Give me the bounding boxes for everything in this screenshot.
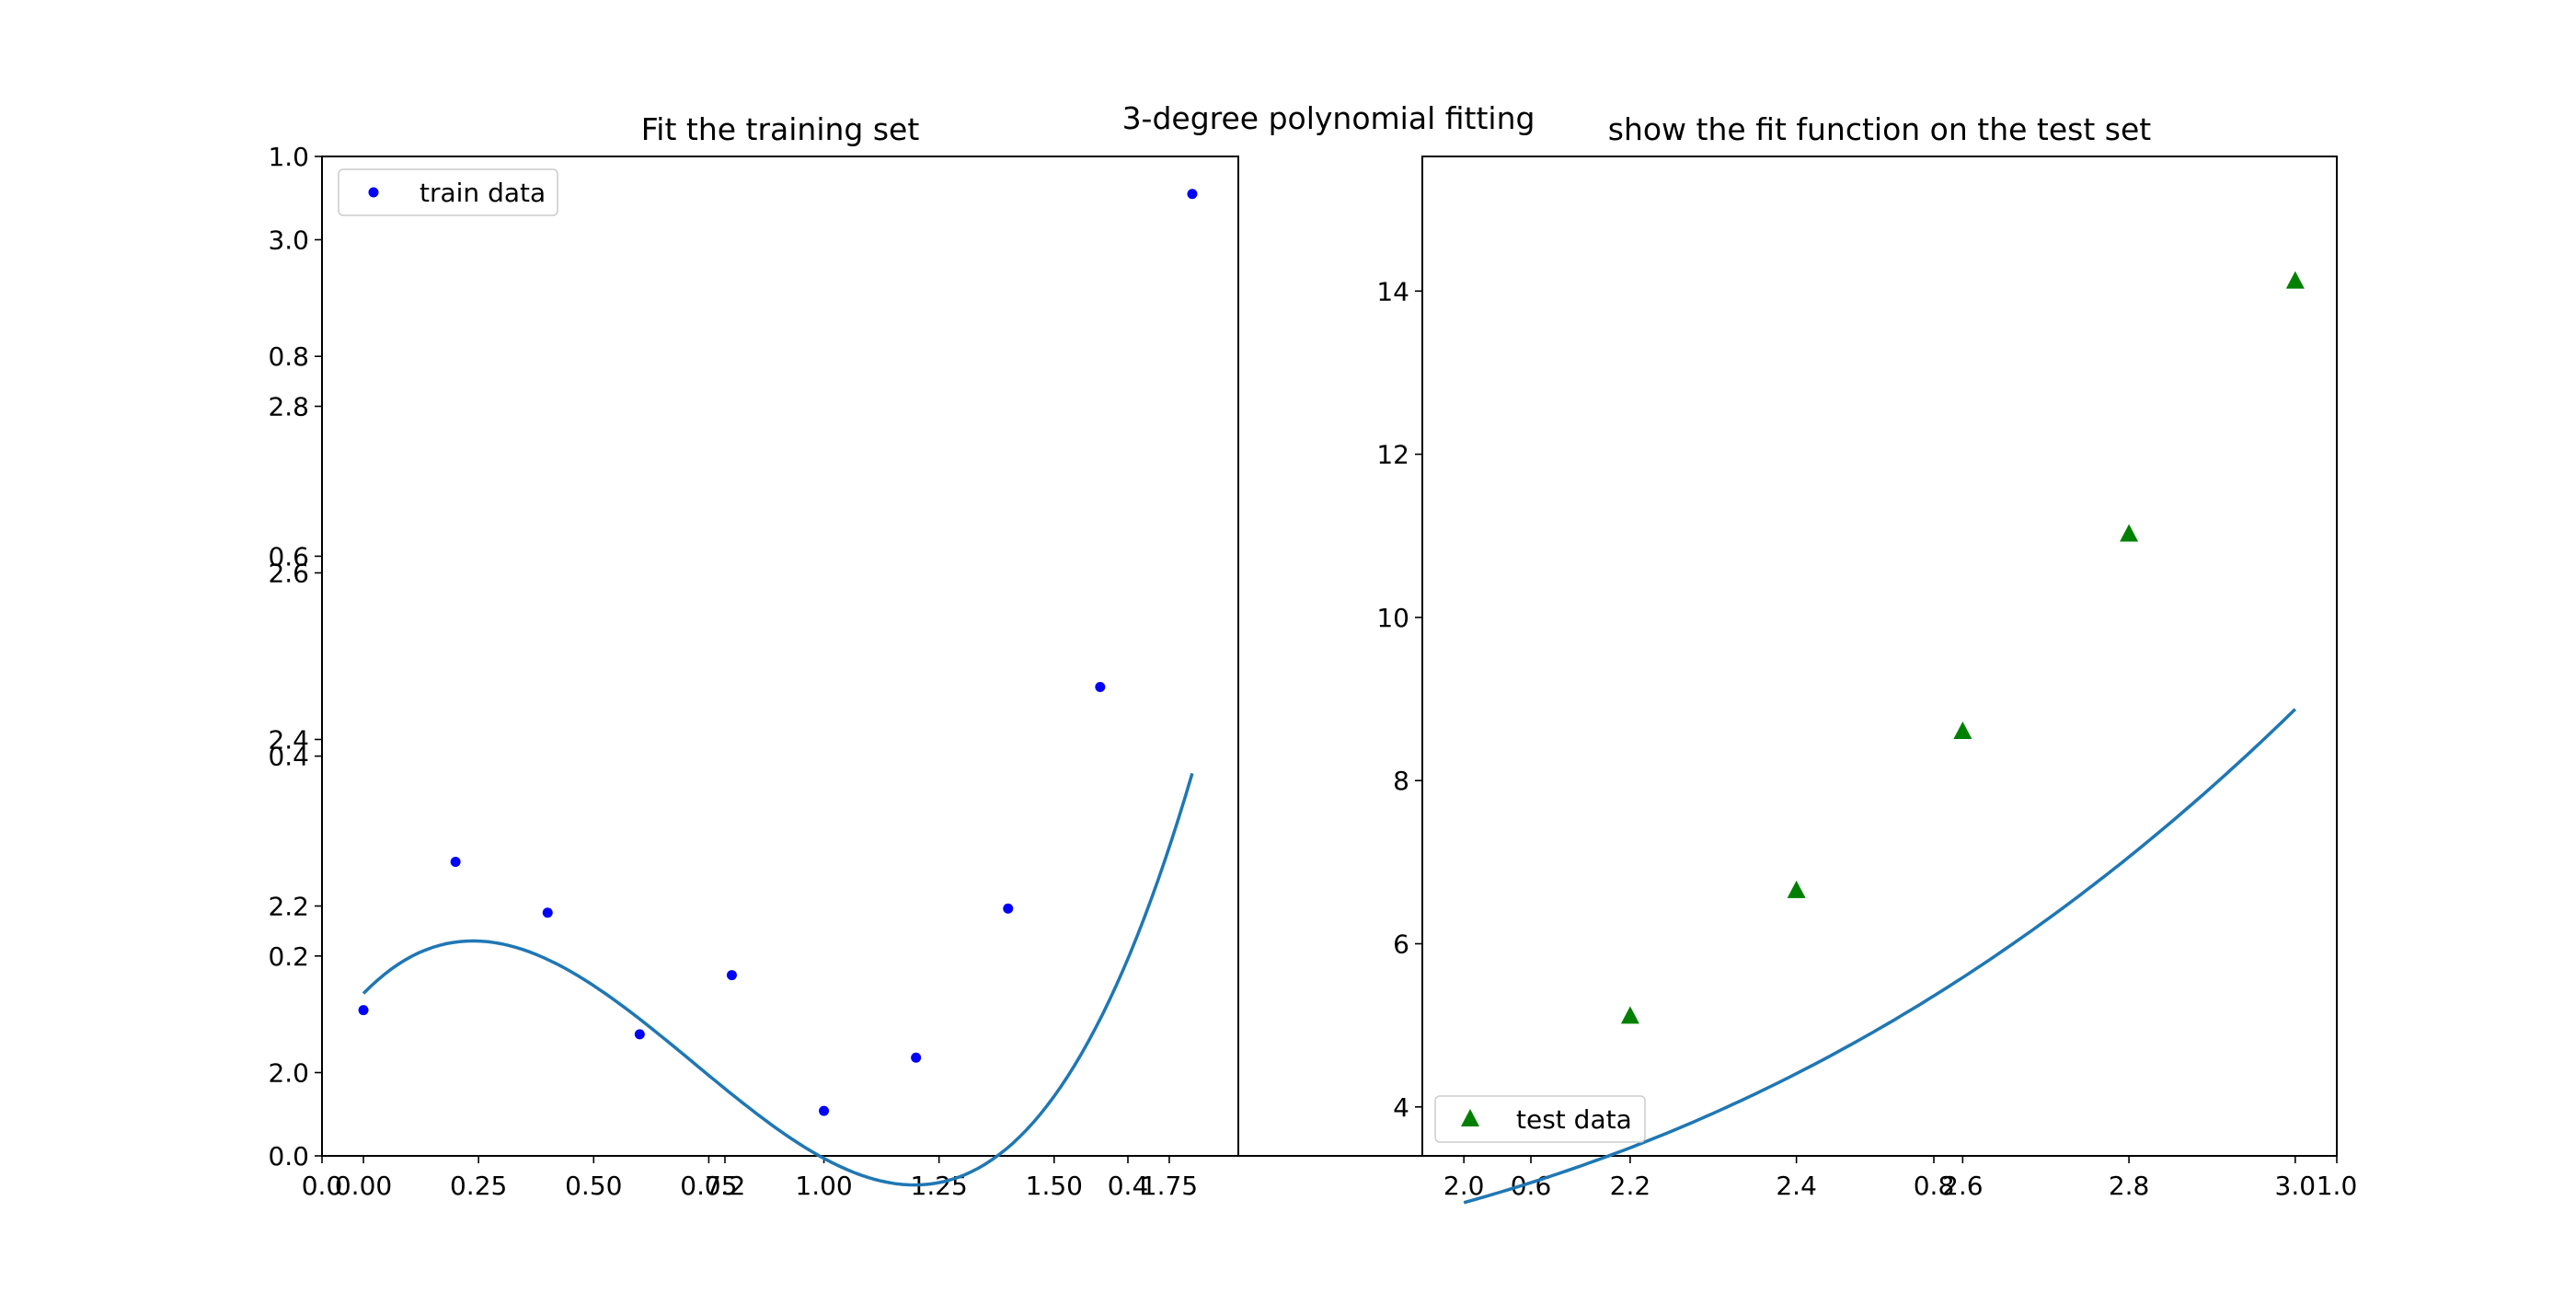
background-x-tick-label: 0.0 bbox=[302, 1171, 343, 1201]
test-data-point bbox=[1787, 880, 1806, 898]
x-tick-label: 0.50 bbox=[565, 1171, 622, 1201]
train-data-point bbox=[726, 970, 737, 981]
background-y-tick-label: 0.6 bbox=[268, 541, 309, 571]
figure-title: 3-degree polynomial fitting bbox=[1122, 100, 1535, 136]
train-data-point bbox=[450, 857, 461, 868]
background-y-tick-label: 1.0 bbox=[268, 142, 309, 172]
x-tick-label: 1.00 bbox=[795, 1171, 852, 1201]
x-tick-label: 2.8 bbox=[2109, 1171, 2150, 1201]
y-tick-label: 2.8 bbox=[268, 392, 309, 422]
x-tick-label: 0.75 bbox=[680, 1171, 737, 1201]
y-tick-label: 12 bbox=[1376, 440, 1409, 470]
train-data-point bbox=[634, 1029, 645, 1040]
x-tick-label: 2.4 bbox=[1776, 1171, 1817, 1201]
background-x-tick-label: 1.0 bbox=[2317, 1171, 2358, 1201]
y-tick-label: 2.0 bbox=[268, 1058, 309, 1089]
train-data-point bbox=[542, 907, 553, 918]
background-y-tick-label: 0.0 bbox=[268, 1141, 309, 1172]
panel-title: show the fit function on the test set bbox=[1608, 111, 2152, 147]
train-data-point bbox=[358, 1005, 369, 1016]
x-tick-label: 1.50 bbox=[1026, 1171, 1083, 1201]
x-tick-label: 2.6 bbox=[1942, 1171, 1984, 1201]
train-data-point bbox=[1003, 903, 1014, 914]
y-tick-label: 6 bbox=[1393, 929, 1409, 960]
legend-marker bbox=[368, 187, 379, 198]
train-data-point bbox=[819, 1105, 830, 1116]
legend-marker bbox=[1461, 1109, 1479, 1126]
x-tick-label: 1.75 bbox=[1141, 1171, 1198, 1201]
x-tick-label: 2.0 bbox=[1443, 1171, 1485, 1201]
fit-curve bbox=[1463, 708, 2297, 1205]
legend-box bbox=[338, 168, 558, 216]
background-y-tick-label: 0.4 bbox=[268, 742, 309, 772]
plot-area bbox=[1421, 156, 2338, 1157]
y-tick-label: 14 bbox=[1376, 276, 1409, 306]
x-tick-label: 0.25 bbox=[450, 1171, 507, 1201]
background-y-tick-label: 0.2 bbox=[268, 941, 309, 972]
test-data-point bbox=[2285, 271, 2305, 289]
train-data-point bbox=[911, 1052, 922, 1063]
train-data-point bbox=[1187, 189, 1198, 200]
background-x-tick-label: 0.4 bbox=[1108, 1171, 1149, 1201]
legend-box bbox=[1434, 1095, 1646, 1143]
background-y-tick-label: 0.8 bbox=[268, 341, 309, 372]
background-x-tick-label: 0.2 bbox=[705, 1171, 746, 1201]
legend-label: test data bbox=[1516, 1104, 1632, 1135]
test-data-point bbox=[1620, 1006, 1639, 1024]
y-tick-label: 10 bbox=[1376, 603, 1409, 633]
test-data-point bbox=[2120, 524, 2139, 542]
y-tick-label: 3.0 bbox=[268, 225, 309, 256]
right-chart-layer: show the fit function on the test set 2.0… bbox=[1376, 111, 2338, 1205]
train-data-point bbox=[1095, 681, 1106, 692]
y-tick-label: 4 bbox=[1393, 1092, 1409, 1123]
y-tick-label: 2.4 bbox=[268, 725, 309, 756]
y-tick-label: 8 bbox=[1393, 766, 1409, 796]
x-tick-label: 0.00 bbox=[335, 1171, 392, 1201]
y-tick-label: 2.6 bbox=[268, 559, 309, 589]
test-data-point bbox=[1953, 722, 1972, 740]
x-tick-label: 2.2 bbox=[1610, 1171, 1651, 1201]
x-tick-label: 3.0 bbox=[2275, 1171, 2317, 1201]
plot-area bbox=[321, 156, 1239, 1157]
background-axes-layer: 0.0 0.2 0.4 0.6 0.8 1.00.00.20.40.60.81.0 bbox=[268, 142, 2357, 1201]
background-x-tick-label: 0.8 bbox=[1914, 1171, 1955, 1201]
legend-label: train data bbox=[420, 178, 546, 208]
y-tick-label: 2.2 bbox=[268, 892, 309, 922]
panel-title: Fit the training set bbox=[641, 111, 920, 147]
fit-curve bbox=[362, 772, 1194, 1187]
